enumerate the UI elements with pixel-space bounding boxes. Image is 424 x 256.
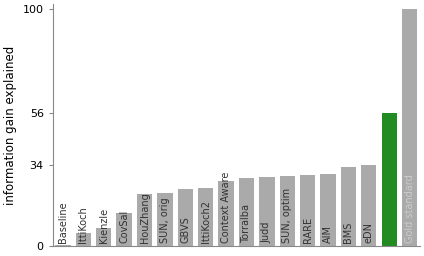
Bar <box>259 177 274 246</box>
Text: RARE: RARE <box>303 217 312 243</box>
Text: SUN, orig: SUN, orig <box>160 198 170 243</box>
Text: IttiKoch: IttiKoch <box>78 207 88 243</box>
Text: Context Aware: Context Aware <box>221 172 231 243</box>
Bar <box>382 113 397 246</box>
Bar <box>198 188 213 246</box>
Bar <box>361 165 377 246</box>
Bar <box>137 194 152 246</box>
Text: Torralba: Torralba <box>242 205 251 243</box>
Bar <box>178 189 193 246</box>
Bar <box>341 166 356 246</box>
Y-axis label: information gain explained: information gain explained <box>4 46 17 205</box>
Text: GBVS: GBVS <box>180 217 190 243</box>
Bar <box>402 9 417 246</box>
Text: Deep Gaze I: Deep Gaze I <box>384 184 394 243</box>
Bar <box>96 228 112 246</box>
Bar <box>157 193 173 246</box>
Text: CovSal: CovSal <box>119 210 129 243</box>
Bar <box>218 181 234 246</box>
Text: HouZhang: HouZhang <box>139 193 150 243</box>
Text: AIM: AIM <box>323 226 333 243</box>
Bar <box>300 175 315 246</box>
Bar <box>321 174 336 246</box>
Bar <box>239 178 254 246</box>
Text: Kienzle: Kienzle <box>99 208 109 243</box>
Bar <box>76 233 91 246</box>
Bar <box>55 245 70 246</box>
Text: eDN: eDN <box>364 222 374 243</box>
Text: IttiKoch2: IttiKoch2 <box>201 200 211 243</box>
Text: Baseline: Baseline <box>58 202 68 243</box>
Text: Judd: Judd <box>262 222 272 243</box>
Bar <box>279 176 295 246</box>
Text: BMS: BMS <box>343 222 354 243</box>
Text: SUN, optim: SUN, optim <box>282 188 292 243</box>
Text: Gold standard: Gold standard <box>404 175 415 243</box>
Bar <box>117 213 132 246</box>
